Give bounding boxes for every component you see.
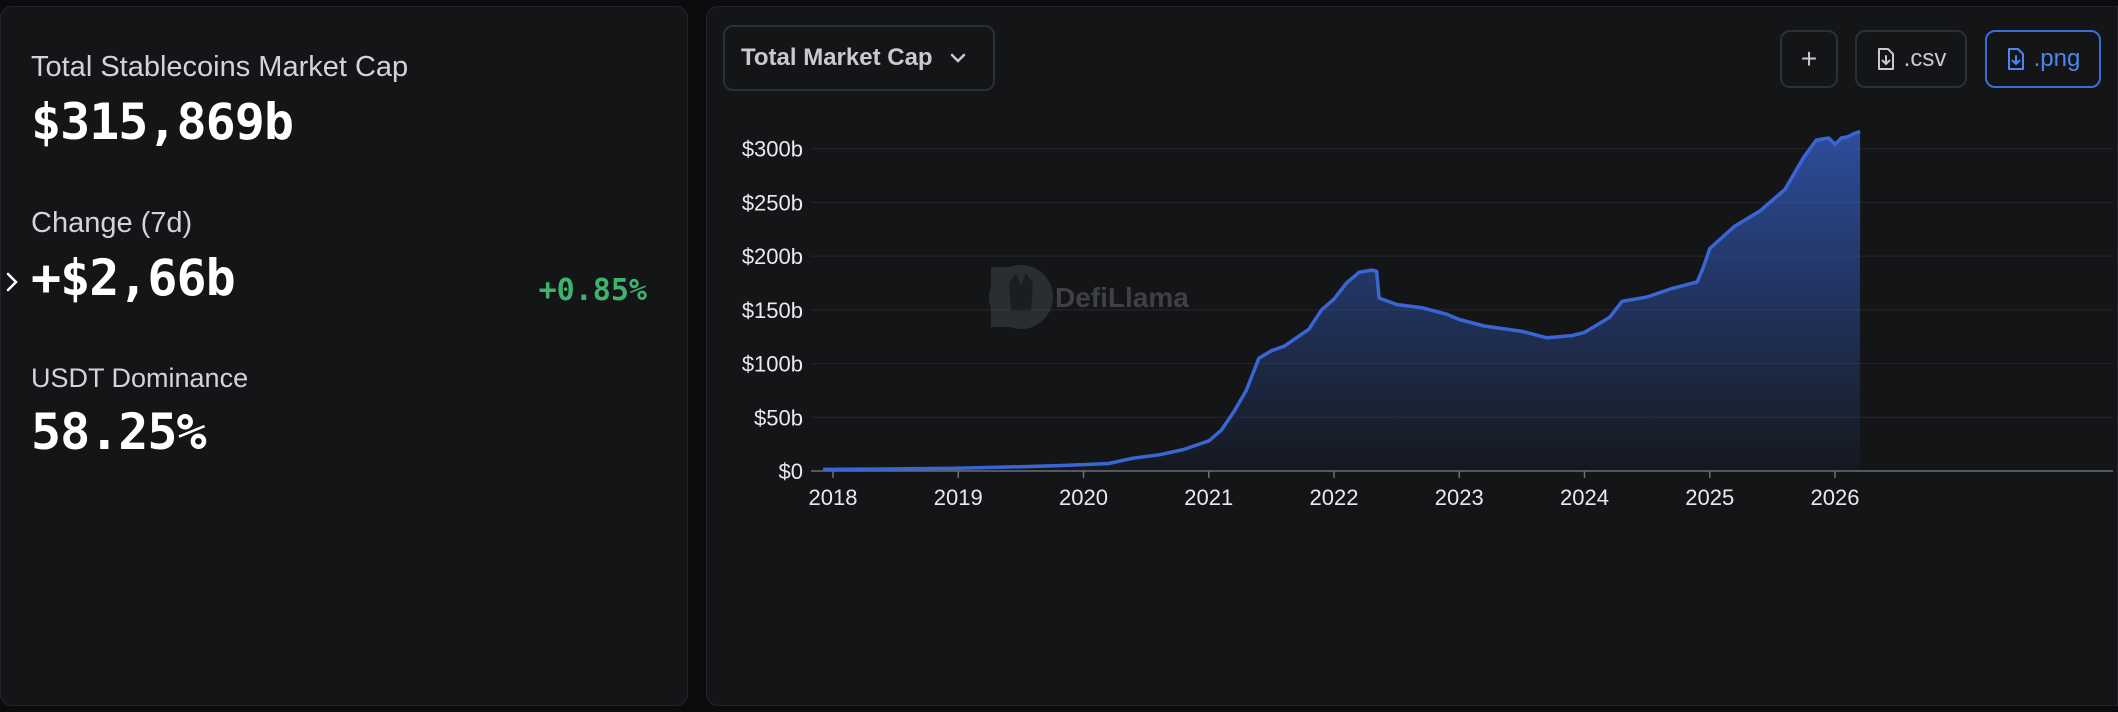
x-tick-label: 2025 [1685,485,1734,510]
file-download-icon [1877,48,1894,70]
market-cap-value: $315,869b [31,93,294,151]
x-tick-label: 2023 [1435,485,1484,510]
x-tick-label: 2024 [1560,485,1609,510]
y-tick-label: $300b [742,137,803,162]
metric-select[interactable]: Total Market Cap [723,25,995,91]
add-label: + [1800,43,1818,74]
y-tick-label: $0 [779,459,803,484]
x-tick-label: 2018 [809,485,858,510]
watermark-text: DefiLlama [1055,282,1189,313]
csv-label: .csv [1903,45,1947,72]
y-tick-label: $150b [742,298,803,323]
metric-select-label: Total Market Cap [741,44,933,71]
llama-logo-icon [989,265,1053,329]
market-cap-label: Total Stablecoins Market Cap [31,51,409,83]
x-tick-label: 2020 [1059,485,1108,510]
chevron-down-icon [949,52,967,64]
series-line [822,129,1861,472]
dominance-label: USDT Dominance [31,363,249,393]
y-tick-label: $350b [742,107,803,108]
png-download-button[interactable]: .png [1985,30,2101,88]
file-download-icon [2007,48,2024,70]
x-tick-label: 2022 [1310,485,1359,510]
x-tick-label: 2021 [1184,485,1233,510]
stats-panel: Total Stablecoins Market Cap $315,869b C… [0,6,688,706]
market-cap-chart[interactable]: DefiLlama $0 $50b $100b $150b $200b $250b $300… [707,83,2118,707]
expand-stats-button[interactable] [1,267,23,297]
y-tick-label: $200b [742,244,803,269]
x-tick-label: 2019 [934,485,983,510]
y-tick-label: $50b [754,405,803,430]
watermark: DefiLlama [989,265,1189,329]
y-tick-label: $100b [742,352,803,377]
png-label: .png [2033,45,2081,72]
y-tick-label: $250b [742,190,803,215]
chevron-right-icon [6,272,18,292]
area-fill [823,131,1861,471]
csv-download-button[interactable]: .csv [1855,30,1967,88]
chart-panel: Total Market Cap + .csv .png [706,6,2118,706]
dominance-value: 58.25% [31,403,207,461]
add-button[interactable]: + [1780,30,1838,88]
change-label: Change (7d) [31,207,193,239]
x-tick-label: 2026 [1811,485,1860,510]
change-percent: +0.85% [538,273,647,308]
change-value: +$2,66b [31,249,236,307]
chart-area[interactable]: DefiLlama $0 $50b $100b $150b $200b $250b $300… [707,83,2118,707]
